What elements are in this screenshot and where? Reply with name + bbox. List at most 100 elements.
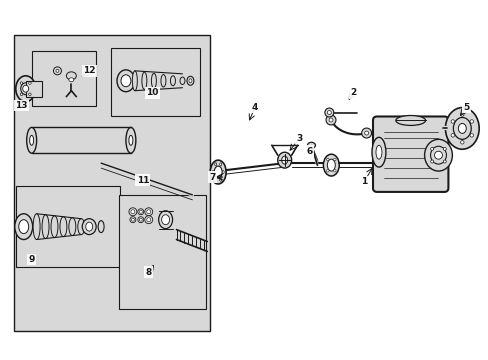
Ellipse shape [326,111,331,114]
Ellipse shape [129,208,137,216]
Ellipse shape [33,214,40,239]
Text: 11: 11 [136,176,149,185]
Ellipse shape [325,115,335,125]
Text: 1: 1 [360,177,366,186]
Ellipse shape [142,72,146,89]
Ellipse shape [29,93,31,95]
Ellipse shape [144,208,152,216]
Ellipse shape [27,127,37,153]
Ellipse shape [138,209,143,215]
Ellipse shape [212,171,214,174]
Ellipse shape [60,217,67,237]
Ellipse shape [450,134,454,137]
Ellipse shape [29,82,31,84]
Ellipse shape [158,211,172,229]
Ellipse shape [98,221,104,233]
Ellipse shape [281,156,287,164]
Ellipse shape [469,120,472,123]
Text: 7: 7 [209,172,215,181]
Ellipse shape [117,70,135,92]
Ellipse shape [161,75,165,87]
Ellipse shape [82,219,96,235]
Ellipse shape [121,75,131,87]
Ellipse shape [42,215,49,239]
Ellipse shape [424,139,451,171]
Ellipse shape [131,210,135,214]
Text: 4: 4 [251,103,258,112]
Bar [32,51,96,105]
Ellipse shape [469,134,472,137]
Ellipse shape [69,78,74,82]
Text: 8: 8 [145,268,152,277]
Ellipse shape [333,170,335,172]
Ellipse shape [144,216,152,224]
Ellipse shape [139,210,142,213]
Ellipse shape [138,217,143,223]
Bar [119,195,206,309]
Ellipse shape [219,178,221,181]
Ellipse shape [430,147,433,150]
Ellipse shape [361,128,371,138]
Ellipse shape [170,76,175,86]
Ellipse shape [214,163,216,166]
Ellipse shape [126,127,136,153]
Ellipse shape [443,160,446,163]
Ellipse shape [188,79,191,83]
Bar [111,48,200,116]
Ellipse shape [219,163,221,166]
Ellipse shape [22,85,29,92]
Ellipse shape [395,116,425,125]
Ellipse shape [277,152,291,168]
Text: 3: 3 [296,134,302,143]
Ellipse shape [443,147,446,150]
Ellipse shape [364,131,368,135]
Ellipse shape [333,158,335,161]
Ellipse shape [323,154,339,176]
Ellipse shape [460,140,463,144]
Ellipse shape [132,71,137,91]
Ellipse shape [131,218,134,221]
Text: 2: 2 [349,88,356,97]
Ellipse shape [324,108,333,117]
Ellipse shape [20,93,22,95]
Ellipse shape [146,210,150,214]
Ellipse shape [434,151,442,159]
Ellipse shape [450,120,454,123]
Ellipse shape [214,178,216,181]
Ellipse shape [51,216,58,238]
Ellipse shape [151,73,156,88]
Ellipse shape [69,218,76,235]
Text: 10: 10 [146,88,159,97]
Ellipse shape [20,83,31,95]
Ellipse shape [30,135,34,145]
Ellipse shape [15,214,33,239]
Bar [26,81,41,96]
Ellipse shape [452,117,470,139]
FancyBboxPatch shape [372,117,447,192]
Ellipse shape [129,135,133,145]
Ellipse shape [56,69,59,72]
Ellipse shape [460,113,463,116]
Ellipse shape [139,218,142,221]
Ellipse shape [210,160,225,184]
Ellipse shape [307,142,315,148]
Ellipse shape [53,67,61,75]
Ellipse shape [180,77,184,85]
Ellipse shape [457,123,466,133]
Ellipse shape [16,76,36,102]
Ellipse shape [445,108,478,149]
Ellipse shape [162,215,169,225]
Ellipse shape [326,159,335,171]
Bar [14,35,210,331]
Ellipse shape [375,145,381,159]
Ellipse shape [326,158,328,161]
Ellipse shape [186,76,194,85]
Bar [16,186,120,267]
Ellipse shape [20,82,22,84]
Ellipse shape [430,160,433,163]
Ellipse shape [328,118,332,122]
Text: 12: 12 [83,66,95,75]
Text: 9: 9 [28,255,35,264]
Ellipse shape [85,222,93,231]
Ellipse shape [326,170,328,172]
